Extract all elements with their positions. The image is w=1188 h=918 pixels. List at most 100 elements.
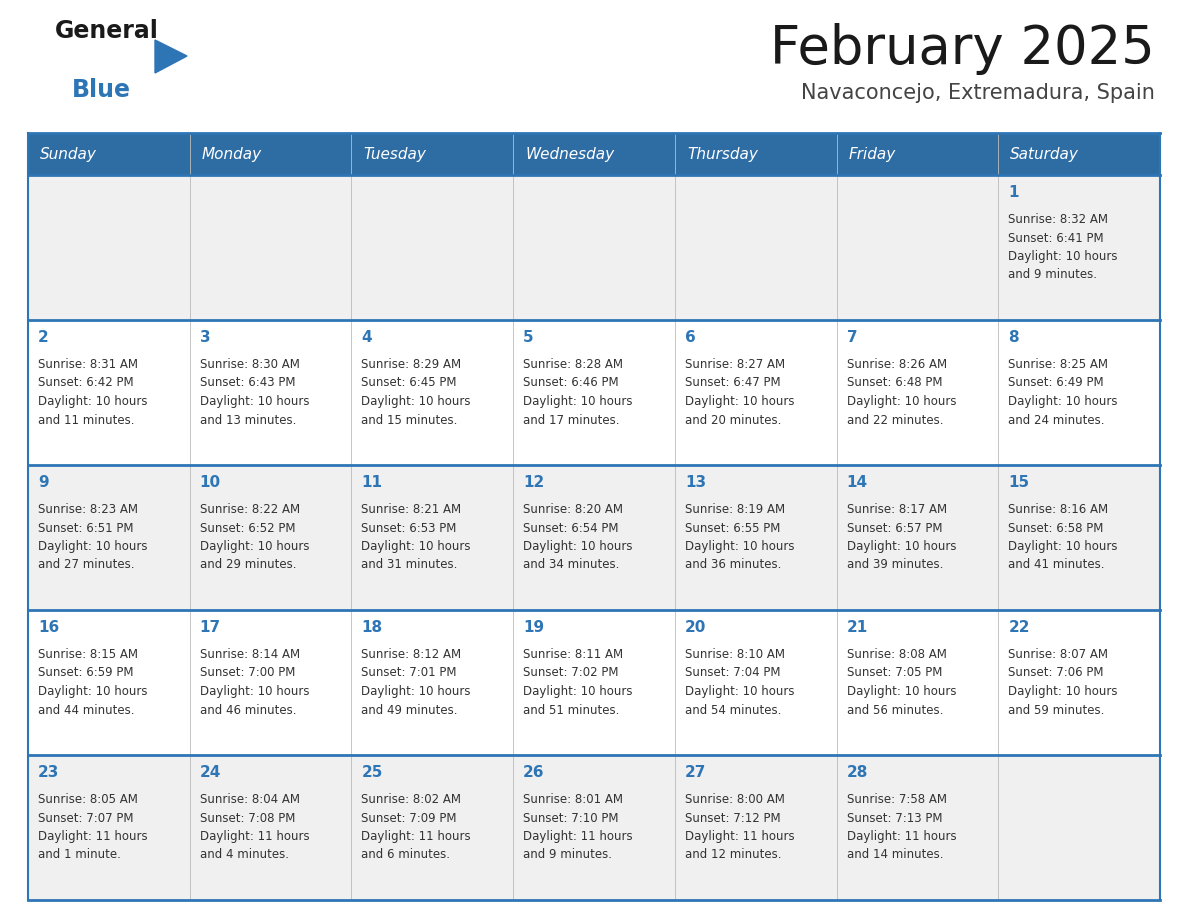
Text: 26: 26: [523, 765, 544, 780]
Text: Sunset: 7:08 PM: Sunset: 7:08 PM: [200, 812, 295, 824]
Text: and 27 minutes.: and 27 minutes.: [38, 558, 134, 572]
Text: 27: 27: [684, 765, 706, 780]
Text: and 15 minutes.: and 15 minutes.: [361, 413, 457, 427]
Text: and 20 minutes.: and 20 minutes.: [684, 413, 782, 427]
Text: Sunset: 7:06 PM: Sunset: 7:06 PM: [1009, 666, 1104, 679]
Text: Sunrise: 8:25 AM: Sunrise: 8:25 AM: [1009, 358, 1108, 371]
Text: 13: 13: [684, 475, 706, 490]
Text: Sunset: 6:53 PM: Sunset: 6:53 PM: [361, 521, 457, 534]
Text: Daylight: 10 hours: Daylight: 10 hours: [847, 540, 956, 553]
Text: Sunrise: 8:23 AM: Sunrise: 8:23 AM: [38, 503, 138, 516]
Text: Sunday: Sunday: [40, 147, 97, 162]
Text: Monday: Monday: [202, 147, 261, 162]
Text: 18: 18: [361, 620, 383, 635]
Text: Sunrise: 8:11 AM: Sunrise: 8:11 AM: [523, 648, 624, 661]
Text: Sunset: 6:58 PM: Sunset: 6:58 PM: [1009, 521, 1104, 534]
Text: Daylight: 10 hours: Daylight: 10 hours: [1009, 395, 1118, 408]
Text: 11: 11: [361, 475, 383, 490]
Text: Daylight: 10 hours: Daylight: 10 hours: [523, 540, 633, 553]
Text: Sunrise: 8:22 AM: Sunrise: 8:22 AM: [200, 503, 299, 516]
Text: 25: 25: [361, 765, 383, 780]
Text: Sunrise: 8:27 AM: Sunrise: 8:27 AM: [684, 358, 785, 371]
Text: 2: 2: [38, 330, 49, 345]
Text: 3: 3: [200, 330, 210, 345]
Text: Sunrise: 8:17 AM: Sunrise: 8:17 AM: [847, 503, 947, 516]
Text: General: General: [55, 19, 159, 43]
Text: and 44 minutes.: and 44 minutes.: [38, 703, 134, 717]
Text: Sunset: 6:51 PM: Sunset: 6:51 PM: [38, 521, 133, 534]
Text: Daylight: 10 hours: Daylight: 10 hours: [847, 395, 956, 408]
Text: 10: 10: [200, 475, 221, 490]
Text: Daylight: 10 hours: Daylight: 10 hours: [523, 395, 633, 408]
Text: Sunrise: 8:31 AM: Sunrise: 8:31 AM: [38, 358, 138, 371]
Text: Sunrise: 8:12 AM: Sunrise: 8:12 AM: [361, 648, 462, 661]
Text: Sunset: 6:43 PM: Sunset: 6:43 PM: [200, 376, 295, 389]
Text: 22: 22: [1009, 620, 1030, 635]
Text: 12: 12: [523, 475, 544, 490]
Text: and 14 minutes.: and 14 minutes.: [847, 848, 943, 861]
Text: and 4 minutes.: and 4 minutes.: [200, 848, 289, 861]
Text: Sunset: 6:57 PM: Sunset: 6:57 PM: [847, 521, 942, 534]
Text: 4: 4: [361, 330, 372, 345]
Text: Sunrise: 8:01 AM: Sunrise: 8:01 AM: [523, 793, 624, 806]
Text: and 41 minutes.: and 41 minutes.: [1009, 558, 1105, 572]
Text: 16: 16: [38, 620, 59, 635]
Text: Daylight: 10 hours: Daylight: 10 hours: [684, 540, 795, 553]
Text: Sunset: 7:07 PM: Sunset: 7:07 PM: [38, 812, 133, 824]
Text: Sunset: 6:47 PM: Sunset: 6:47 PM: [684, 376, 781, 389]
Text: Daylight: 10 hours: Daylight: 10 hours: [38, 540, 147, 553]
Text: Sunrise: 8:20 AM: Sunrise: 8:20 AM: [523, 503, 624, 516]
Polygon shape: [154, 40, 187, 73]
Text: Wednesday: Wednesday: [525, 147, 614, 162]
Text: February 2025: February 2025: [770, 23, 1155, 75]
Text: Daylight: 11 hours: Daylight: 11 hours: [38, 830, 147, 843]
Text: Daylight: 10 hours: Daylight: 10 hours: [38, 685, 147, 698]
Text: Sunrise: 8:07 AM: Sunrise: 8:07 AM: [1009, 648, 1108, 661]
Text: 6: 6: [684, 330, 696, 345]
Text: Sunset: 6:55 PM: Sunset: 6:55 PM: [684, 521, 781, 534]
Text: Friday: Friday: [848, 147, 896, 162]
Text: Daylight: 10 hours: Daylight: 10 hours: [847, 685, 956, 698]
Text: Daylight: 10 hours: Daylight: 10 hours: [684, 395, 795, 408]
Text: and 49 minutes.: and 49 minutes.: [361, 703, 457, 717]
Text: Sunset: 7:01 PM: Sunset: 7:01 PM: [361, 666, 457, 679]
Text: Sunrise: 8:08 AM: Sunrise: 8:08 AM: [847, 648, 947, 661]
Text: Daylight: 10 hours: Daylight: 10 hours: [523, 685, 633, 698]
Text: and 36 minutes.: and 36 minutes.: [684, 558, 782, 572]
Text: 19: 19: [523, 620, 544, 635]
Text: Daylight: 10 hours: Daylight: 10 hours: [361, 540, 470, 553]
Text: Sunrise: 8:32 AM: Sunrise: 8:32 AM: [1009, 213, 1108, 226]
Text: Sunset: 7:00 PM: Sunset: 7:00 PM: [200, 666, 295, 679]
Text: Daylight: 10 hours: Daylight: 10 hours: [200, 395, 309, 408]
Text: Sunset: 7:04 PM: Sunset: 7:04 PM: [684, 666, 781, 679]
Text: Sunset: 6:45 PM: Sunset: 6:45 PM: [361, 376, 457, 389]
Text: and 6 minutes.: and 6 minutes.: [361, 848, 450, 861]
Text: Navaconcejo, Extremadura, Spain: Navaconcejo, Extremadura, Spain: [801, 83, 1155, 103]
Text: and 24 minutes.: and 24 minutes.: [1009, 413, 1105, 427]
Text: Sunset: 7:05 PM: Sunset: 7:05 PM: [847, 666, 942, 679]
Text: Sunset: 6:41 PM: Sunset: 6:41 PM: [1009, 231, 1104, 244]
Text: Blue: Blue: [72, 78, 131, 102]
Text: Sunset: 7:13 PM: Sunset: 7:13 PM: [847, 812, 942, 824]
Text: and 54 minutes.: and 54 minutes.: [684, 703, 782, 717]
Text: 20: 20: [684, 620, 706, 635]
Text: and 56 minutes.: and 56 minutes.: [847, 703, 943, 717]
Text: and 11 minutes.: and 11 minutes.: [38, 413, 134, 427]
Text: Sunset: 7:10 PM: Sunset: 7:10 PM: [523, 812, 619, 824]
Text: Daylight: 10 hours: Daylight: 10 hours: [1009, 250, 1118, 263]
Bar: [29, 610, 1159, 755]
Text: Daylight: 11 hours: Daylight: 11 hours: [684, 830, 795, 843]
Text: Sunset: 6:46 PM: Sunset: 6:46 PM: [523, 376, 619, 389]
Bar: [29, 133, 1159, 175]
Text: Thursday: Thursday: [687, 147, 758, 162]
Text: Sunrise: 8:02 AM: Sunrise: 8:02 AM: [361, 793, 461, 806]
Text: Sunset: 6:52 PM: Sunset: 6:52 PM: [200, 521, 295, 534]
Text: Sunset: 7:02 PM: Sunset: 7:02 PM: [523, 666, 619, 679]
Text: Daylight: 11 hours: Daylight: 11 hours: [847, 830, 956, 843]
Text: 21: 21: [847, 620, 867, 635]
Text: Daylight: 11 hours: Daylight: 11 hours: [523, 830, 633, 843]
Text: Sunset: 6:48 PM: Sunset: 6:48 PM: [847, 376, 942, 389]
Text: Sunrise: 8:28 AM: Sunrise: 8:28 AM: [523, 358, 624, 371]
Text: Tuesday: Tuesday: [364, 147, 426, 162]
Text: Sunrise: 8:10 AM: Sunrise: 8:10 AM: [684, 648, 785, 661]
